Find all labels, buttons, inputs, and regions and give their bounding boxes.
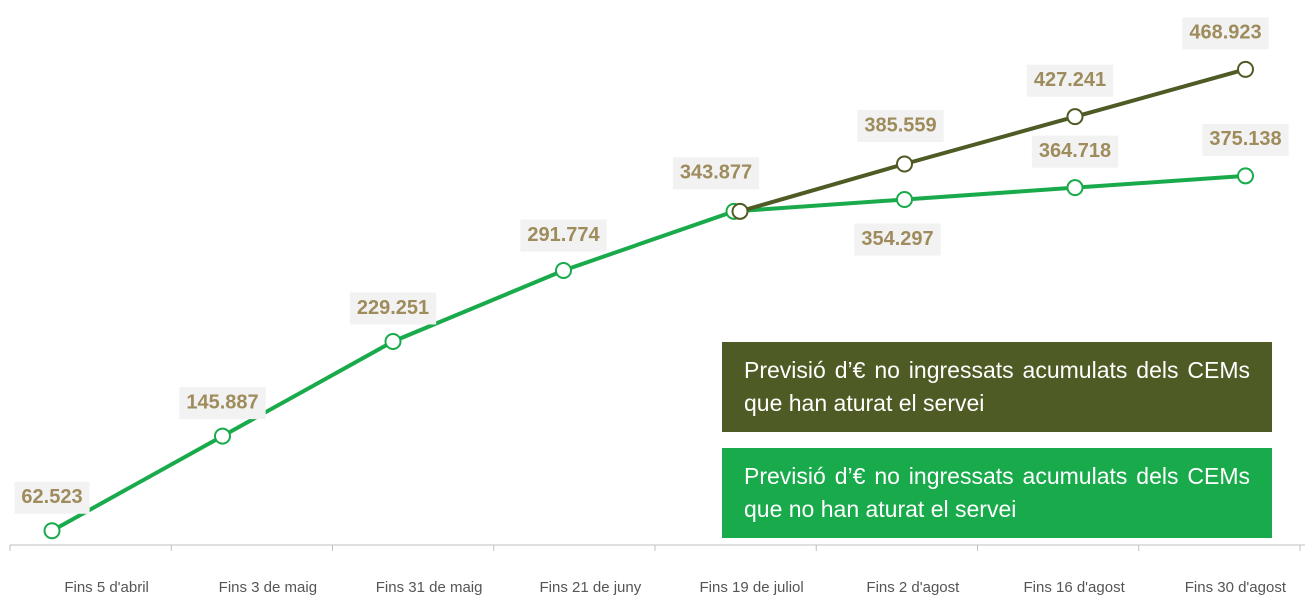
data-label: 468.923 xyxy=(1182,17,1269,50)
x-tick-label: Fins 21 de juny xyxy=(540,579,642,596)
data-label-text: 343.877 xyxy=(680,162,752,184)
data-label: 229.251 xyxy=(349,292,437,325)
x-tick-label: Fins 5 d'abril xyxy=(64,579,149,596)
data-label-text: 468.923 xyxy=(1189,22,1261,44)
point xyxy=(384,332,402,350)
point xyxy=(1066,179,1084,197)
data-label: 364.718 xyxy=(1031,135,1119,168)
data-label: 385.559 xyxy=(857,110,944,143)
data-label-bg xyxy=(857,110,944,143)
series-line xyxy=(739,67,1247,214)
point xyxy=(43,522,61,540)
x-tick-label: Fins 30 d'agost xyxy=(1185,579,1287,596)
x-tick-label: Fins 3 de maig xyxy=(219,579,317,596)
data-label-text: 375.138 xyxy=(1209,128,1281,150)
point xyxy=(214,427,231,445)
x-tick-label: Fins 16 d'agost xyxy=(1023,579,1125,596)
data-label-text: 385.559 xyxy=(864,114,936,136)
point xyxy=(555,261,572,279)
data-label-bg xyxy=(520,219,607,252)
point xyxy=(1066,108,1084,126)
point xyxy=(1237,60,1254,78)
point xyxy=(731,202,749,220)
x-tick-label: Fins 2 d'agost xyxy=(866,579,960,596)
data-label-bg xyxy=(1202,123,1289,156)
data-label-bg xyxy=(179,387,266,420)
data-label-text: 229.251 xyxy=(357,297,429,319)
data-label-text: 427.241 xyxy=(1034,69,1106,91)
data-label: 62.523 xyxy=(14,481,90,514)
data-label: 375.138 xyxy=(1202,123,1289,156)
data-label-text: 62.523 xyxy=(21,486,82,508)
data-label-text: 145.887 xyxy=(186,391,258,413)
data-label-bg xyxy=(1031,135,1119,168)
point xyxy=(896,155,913,173)
data-label-text: 364.718 xyxy=(1039,140,1111,162)
point xyxy=(1237,167,1254,185)
data-label-bg xyxy=(1026,64,1114,97)
data-label-bg xyxy=(672,157,760,190)
data-label-bg xyxy=(14,481,90,514)
data-label-text: 291.774 xyxy=(527,224,600,246)
data-label: 343.877 xyxy=(672,157,760,190)
data-label: 145.887 xyxy=(179,387,266,420)
data-label-bg xyxy=(349,292,437,325)
data-label-text: 354.297 xyxy=(861,228,933,250)
legend-entry: Previsió d’€ no ingressats acumulats del… xyxy=(722,448,1272,538)
data-label-bg xyxy=(1182,17,1269,50)
legend-entry: Previsió d’€ no ingressats acumulats del… xyxy=(722,342,1272,432)
x-tick-label: Fins 19 de juliol xyxy=(700,579,804,596)
x-tick-label: Fins 31 de maig xyxy=(376,579,483,596)
series-line xyxy=(51,173,1246,533)
data-label: 354.297 xyxy=(854,223,941,256)
data-label-bg xyxy=(854,223,941,256)
point xyxy=(896,190,913,208)
data-label: 427.241 xyxy=(1026,64,1114,97)
data-label: 291.774 xyxy=(520,219,607,252)
